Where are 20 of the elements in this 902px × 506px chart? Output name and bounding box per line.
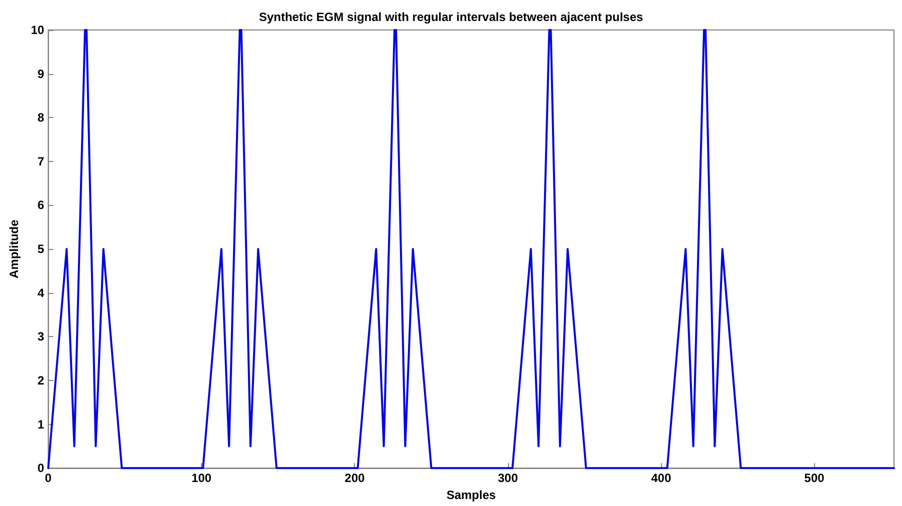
y-tick-label: 9 (38, 66, 45, 81)
chart-title: Synthetic EGM signal with regular intervals between ajacent pulses (258, 10, 644, 24)
y-tick-label: 2 (38, 373, 45, 388)
y-tick-label: 1 (38, 417, 45, 432)
y-axis-title: Amplitude (7, 219, 21, 278)
x-tick-label: 100 (191, 471, 212, 486)
x-axis-title: Samples (446, 488, 496, 502)
y-tick-label: 0 (38, 461, 45, 476)
y-tick-label: 8 (38, 110, 45, 125)
line-series (47, 29, 895, 470)
y-tick-label: 7 (38, 154, 45, 168)
y-tick-label: 5 (38, 242, 45, 256)
y-tick-label: 3 (38, 330, 45, 344)
x-tick-label: 300 (498, 471, 518, 486)
y-tick-label: 6 (38, 198, 45, 212)
y-tick-label: 4 (38, 286, 45, 300)
y-tick-label: 10 (30, 23, 45, 37)
x-tick-label: 400 (651, 471, 672, 486)
x-tick-label: 500 (804, 471, 825, 486)
x-tick-label: 200 (344, 471, 366, 486)
